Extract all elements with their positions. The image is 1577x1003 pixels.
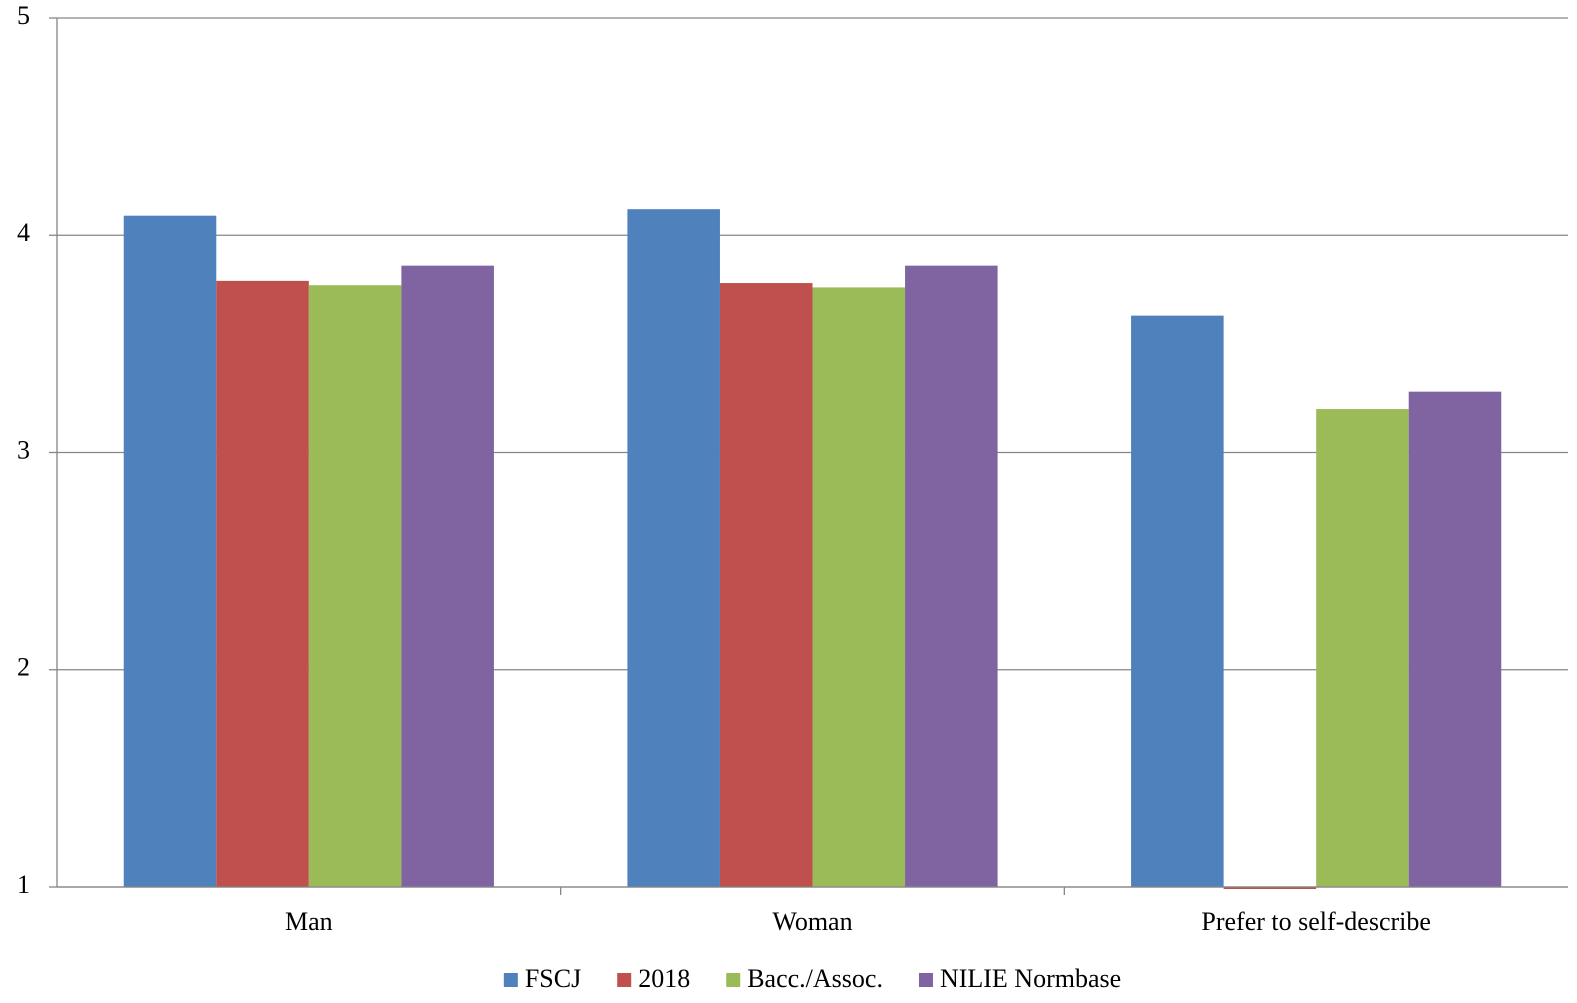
legend-swatch <box>726 973 741 987</box>
x-tick-label: Man <box>285 907 333 936</box>
legend-label: NILIE Normbase <box>940 964 1121 993</box>
bar <box>1131 315 1224 887</box>
bar <box>627 209 720 887</box>
y-tick-label: 2 <box>17 653 30 682</box>
y-tick-label: 1 <box>17 870 30 899</box>
bar <box>123 215 217 887</box>
bar <box>216 280 309 887</box>
bar <box>1223 887 1317 889</box>
legend-label: Bacc./Assoc. <box>747 964 883 993</box>
y-tick-label: 3 <box>17 435 30 464</box>
legend-label: FSCJ <box>525 964 581 993</box>
bar <box>401 265 494 887</box>
y-tick-label: 4 <box>17 218 30 247</box>
bar <box>1408 391 1502 887</box>
bar <box>308 285 402 887</box>
y-tick-label: 5 <box>17 1 30 30</box>
legend-swatch <box>503 973 518 987</box>
bar <box>812 287 906 887</box>
bar <box>1316 409 1409 887</box>
legend-swatch <box>918 973 933 987</box>
legend-swatch <box>617 973 632 987</box>
x-tick-label: Woman <box>772 907 852 936</box>
legend-label: 2018 <box>638 964 690 993</box>
bar <box>719 283 813 887</box>
bar <box>905 265 998 887</box>
x-tick-label: Prefer to self-describe <box>1201 907 1431 936</box>
